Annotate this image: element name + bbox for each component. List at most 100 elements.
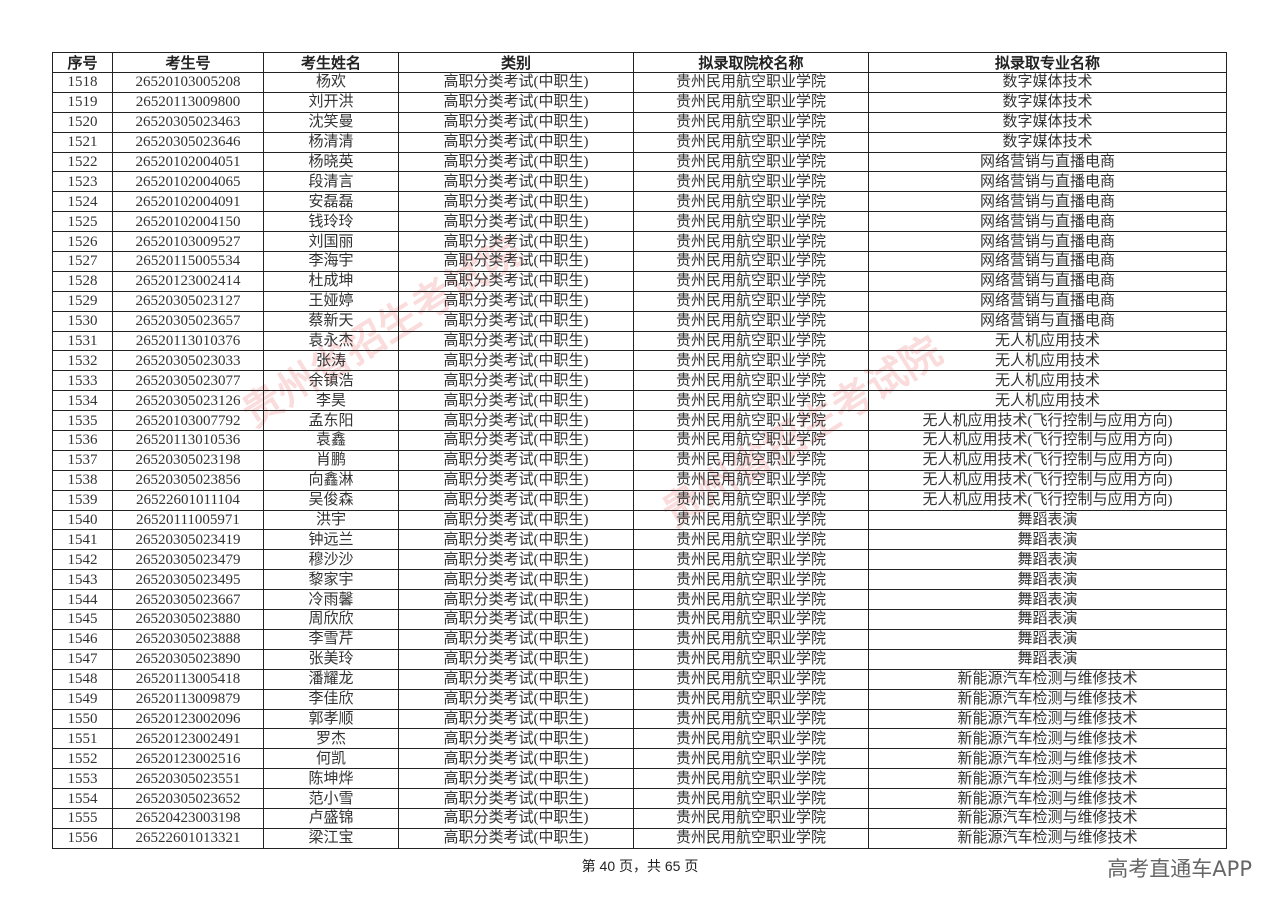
cell-name: 潘耀龙	[263, 668, 399, 690]
cell-major: 舞蹈表演	[868, 609, 1227, 630]
cell-school: 贵州民用航空职业学院	[633, 827, 869, 849]
table-row: 1524 26520102004091 安磊磊 高职分类考试(中职生) 贵州民用航空职业…	[52, 191, 1227, 213]
cell-name: 袁永杰	[263, 330, 399, 352]
cell-name: 刘国丽	[263, 231, 399, 253]
cell-school: 贵州民用航空职业学院	[633, 589, 869, 611]
cell-school: 贵州民用航空职业学院	[633, 430, 869, 451]
cell-name: 李雪芹	[263, 628, 399, 650]
cell-exam-id: 26520123002491	[112, 728, 264, 750]
cell-school: 贵州民用航空职业学院	[633, 370, 869, 392]
table-row: 1522 26520102004051 杨晓英 高职分类考试(中职生) 贵州民用航空职业…	[52, 151, 1227, 173]
cell-category: 高职分类考试(中职生)	[398, 330, 634, 352]
table-row: 1520 26520305023463 沈笑曼 高职分类考试(中职生) 贵州民用航空职业…	[52, 111, 1227, 133]
cell-category: 高职分类考试(中职生)	[398, 151, 634, 173]
table-row: 1528 26520123002414 杜成坤 高职分类考试(中职生) 贵州民用航空职业…	[52, 270, 1227, 292]
cell-school: 贵州民用航空职业学院	[633, 350, 869, 372]
cell-seq: 1539	[52, 489, 113, 511]
cell-category: 高职分类考试(中职生)	[398, 449, 634, 471]
cell-school: 贵州民用航空职业学院	[633, 111, 869, 133]
cell-name: 肖鹏	[263, 449, 399, 471]
cell-category: 高职分类考试(中职生)	[398, 350, 634, 372]
table-row: 1549 26520113009879 李佳欣 高职分类考试(中职生) 贵州民用航空职业…	[52, 688, 1227, 710]
cell-exam-id: 26520305023856	[112, 469, 264, 491]
table-row: 1551 26520123002491 罗杰 高职分类考试(中职生) 贵州民用航空职业学…	[52, 728, 1227, 750]
cell-major: 舞蹈表演	[868, 529, 1227, 551]
cell-exam-id: 26520305023880	[112, 609, 264, 630]
cell-exam-id: 26520305023495	[112, 569, 264, 591]
cell-exam-id: 26520103005208	[112, 72, 264, 93]
cell-name: 穆沙沙	[263, 549, 399, 571]
cell-major: 新能源汽车检测与维修技术	[868, 688, 1227, 710]
cell-exam-id: 26520305023126	[112, 390, 264, 412]
cell-category: 高职分类考试(中职生)	[398, 589, 634, 611]
cell-name: 黎家宇	[263, 569, 399, 591]
table-row: 1554 26520305023652 范小雪 高职分类考试(中职生) 贵州民用航空职业…	[52, 788, 1227, 809]
cell-seq: 1521	[52, 131, 113, 153]
cell-seq: 1553	[52, 768, 113, 790]
table-row: 1552 26520123002516 何凯 高职分类考试(中职生) 贵州民用航空职业学…	[52, 748, 1227, 770]
table-row: 1539 26522601011104 吴俊森 高职分类考试(中职生) 贵州民用航空职业…	[52, 489, 1227, 511]
cell-school: 贵州民用航空职业学院	[633, 628, 869, 650]
cell-seq: 1540	[52, 509, 113, 531]
cell-major: 网络营销与直播电商	[868, 171, 1227, 193]
cell-seq: 1531	[52, 330, 113, 352]
table-row: 1547 26520305023890 张美玲 高职分类考试(中职生) 贵州民用航空职业…	[52, 648, 1227, 670]
cell-exam-id: 26520102004051	[112, 151, 264, 173]
cell-exam-id: 26520305023667	[112, 589, 264, 611]
cell-name: 何凯	[263, 748, 399, 770]
cell-name: 周欣欣	[263, 609, 399, 630]
cell-school: 贵州民用航空职业学院	[633, 171, 869, 193]
table-row: 1548 26520113005418 潘耀龙 高职分类考试(中职生) 贵州民用航空职业…	[52, 668, 1227, 690]
cell-name: 余镇浩	[263, 370, 399, 392]
cell-name: 李海宇	[263, 251, 399, 272]
cell-major: 网络营销与直播电商	[868, 231, 1227, 253]
cell-exam-id: 26520305023077	[112, 370, 264, 392]
cell-seq: 1538	[52, 469, 113, 491]
cell-name: 冷雨馨	[263, 589, 399, 611]
cell-exam-id: 26520113005418	[112, 668, 264, 690]
cell-seq: 1524	[52, 191, 113, 213]
cell-seq: 1536	[52, 430, 113, 451]
cell-name: 范小雪	[263, 788, 399, 809]
cell-seq: 1554	[52, 788, 113, 809]
cell-major: 数字媒体技术	[868, 131, 1227, 153]
cell-major: 舞蹈表演	[868, 628, 1227, 650]
cell-school: 贵州民用航空职业学院	[633, 91, 869, 113]
cell-category: 高职分类考试(中职生)	[398, 728, 634, 750]
cell-seq: 1542	[52, 549, 113, 571]
table-row: 1525 26520102004150 钱玲玲 高职分类考试(中职生) 贵州民用航空职业…	[52, 211, 1227, 233]
cell-exam-id: 26520123002096	[112, 708, 264, 730]
cell-seq: 1523	[52, 171, 113, 193]
table-row: 1521 26520305023646 杨清清 高职分类考试(中职生) 贵州民用航空职业…	[52, 131, 1227, 153]
cell-category: 高职分类考试(中职生)	[398, 529, 634, 551]
cell-category: 高职分类考试(中职生)	[398, 648, 634, 670]
table-row: 1542 26520305023479 穆沙沙 高职分类考试(中职生) 贵州民用航空职业…	[52, 549, 1227, 571]
cell-exam-id: 26520305023890	[112, 648, 264, 670]
cell-exam-id: 26520103009527	[112, 231, 264, 253]
table-row: 1546 26520305023888 李雪芹 高职分类考试(中职生) 贵州民用航空职业…	[52, 628, 1227, 650]
header-category: 类别	[398, 52, 634, 73]
cell-exam-id: 26520305023888	[112, 628, 264, 650]
cell-major: 舞蹈表演	[868, 648, 1227, 670]
cell-category: 高职分类考试(中职生)	[398, 370, 634, 392]
cell-name: 孟东阳	[263, 410, 399, 432]
cell-seq: 1543	[52, 569, 113, 591]
cell-exam-id: 26520103007792	[112, 410, 264, 432]
cell-category: 高职分类考试(中职生)	[398, 410, 634, 432]
cell-seq: 1533	[52, 370, 113, 392]
cell-school: 贵州民用航空职业学院	[633, 390, 869, 412]
cell-category: 高职分类考试(中职生)	[398, 489, 634, 511]
cell-school: 贵州民用航空职业学院	[633, 668, 869, 690]
cell-seq: 1530	[52, 310, 113, 332]
cell-school: 贵州民用航空职业学院	[633, 469, 869, 491]
cell-exam-id: 26520305023419	[112, 529, 264, 551]
cell-name: 郭孝顺	[263, 708, 399, 730]
cell-name: 钱玲玲	[263, 211, 399, 233]
cell-school: 贵州民用航空职业学院	[633, 609, 869, 630]
cell-exam-id: 26520113009879	[112, 688, 264, 710]
table-row: 1527 26520115005534 李海宇 高职分类考试(中职生) 贵州民用航空职业…	[52, 251, 1227, 272]
cell-school: 贵州民用航空职业学院	[633, 748, 869, 770]
table-row: 1532 26520305023033 张涛 高职分类考试(中职生) 贵州民用航空职业学…	[52, 350, 1227, 372]
admission-table: 序号 考生号 考生姓名 类别 拟录取院校名称 拟录取专业名称 1518 26520…	[52, 52, 1227, 849]
cell-exam-id: 26520305023198	[112, 449, 264, 471]
